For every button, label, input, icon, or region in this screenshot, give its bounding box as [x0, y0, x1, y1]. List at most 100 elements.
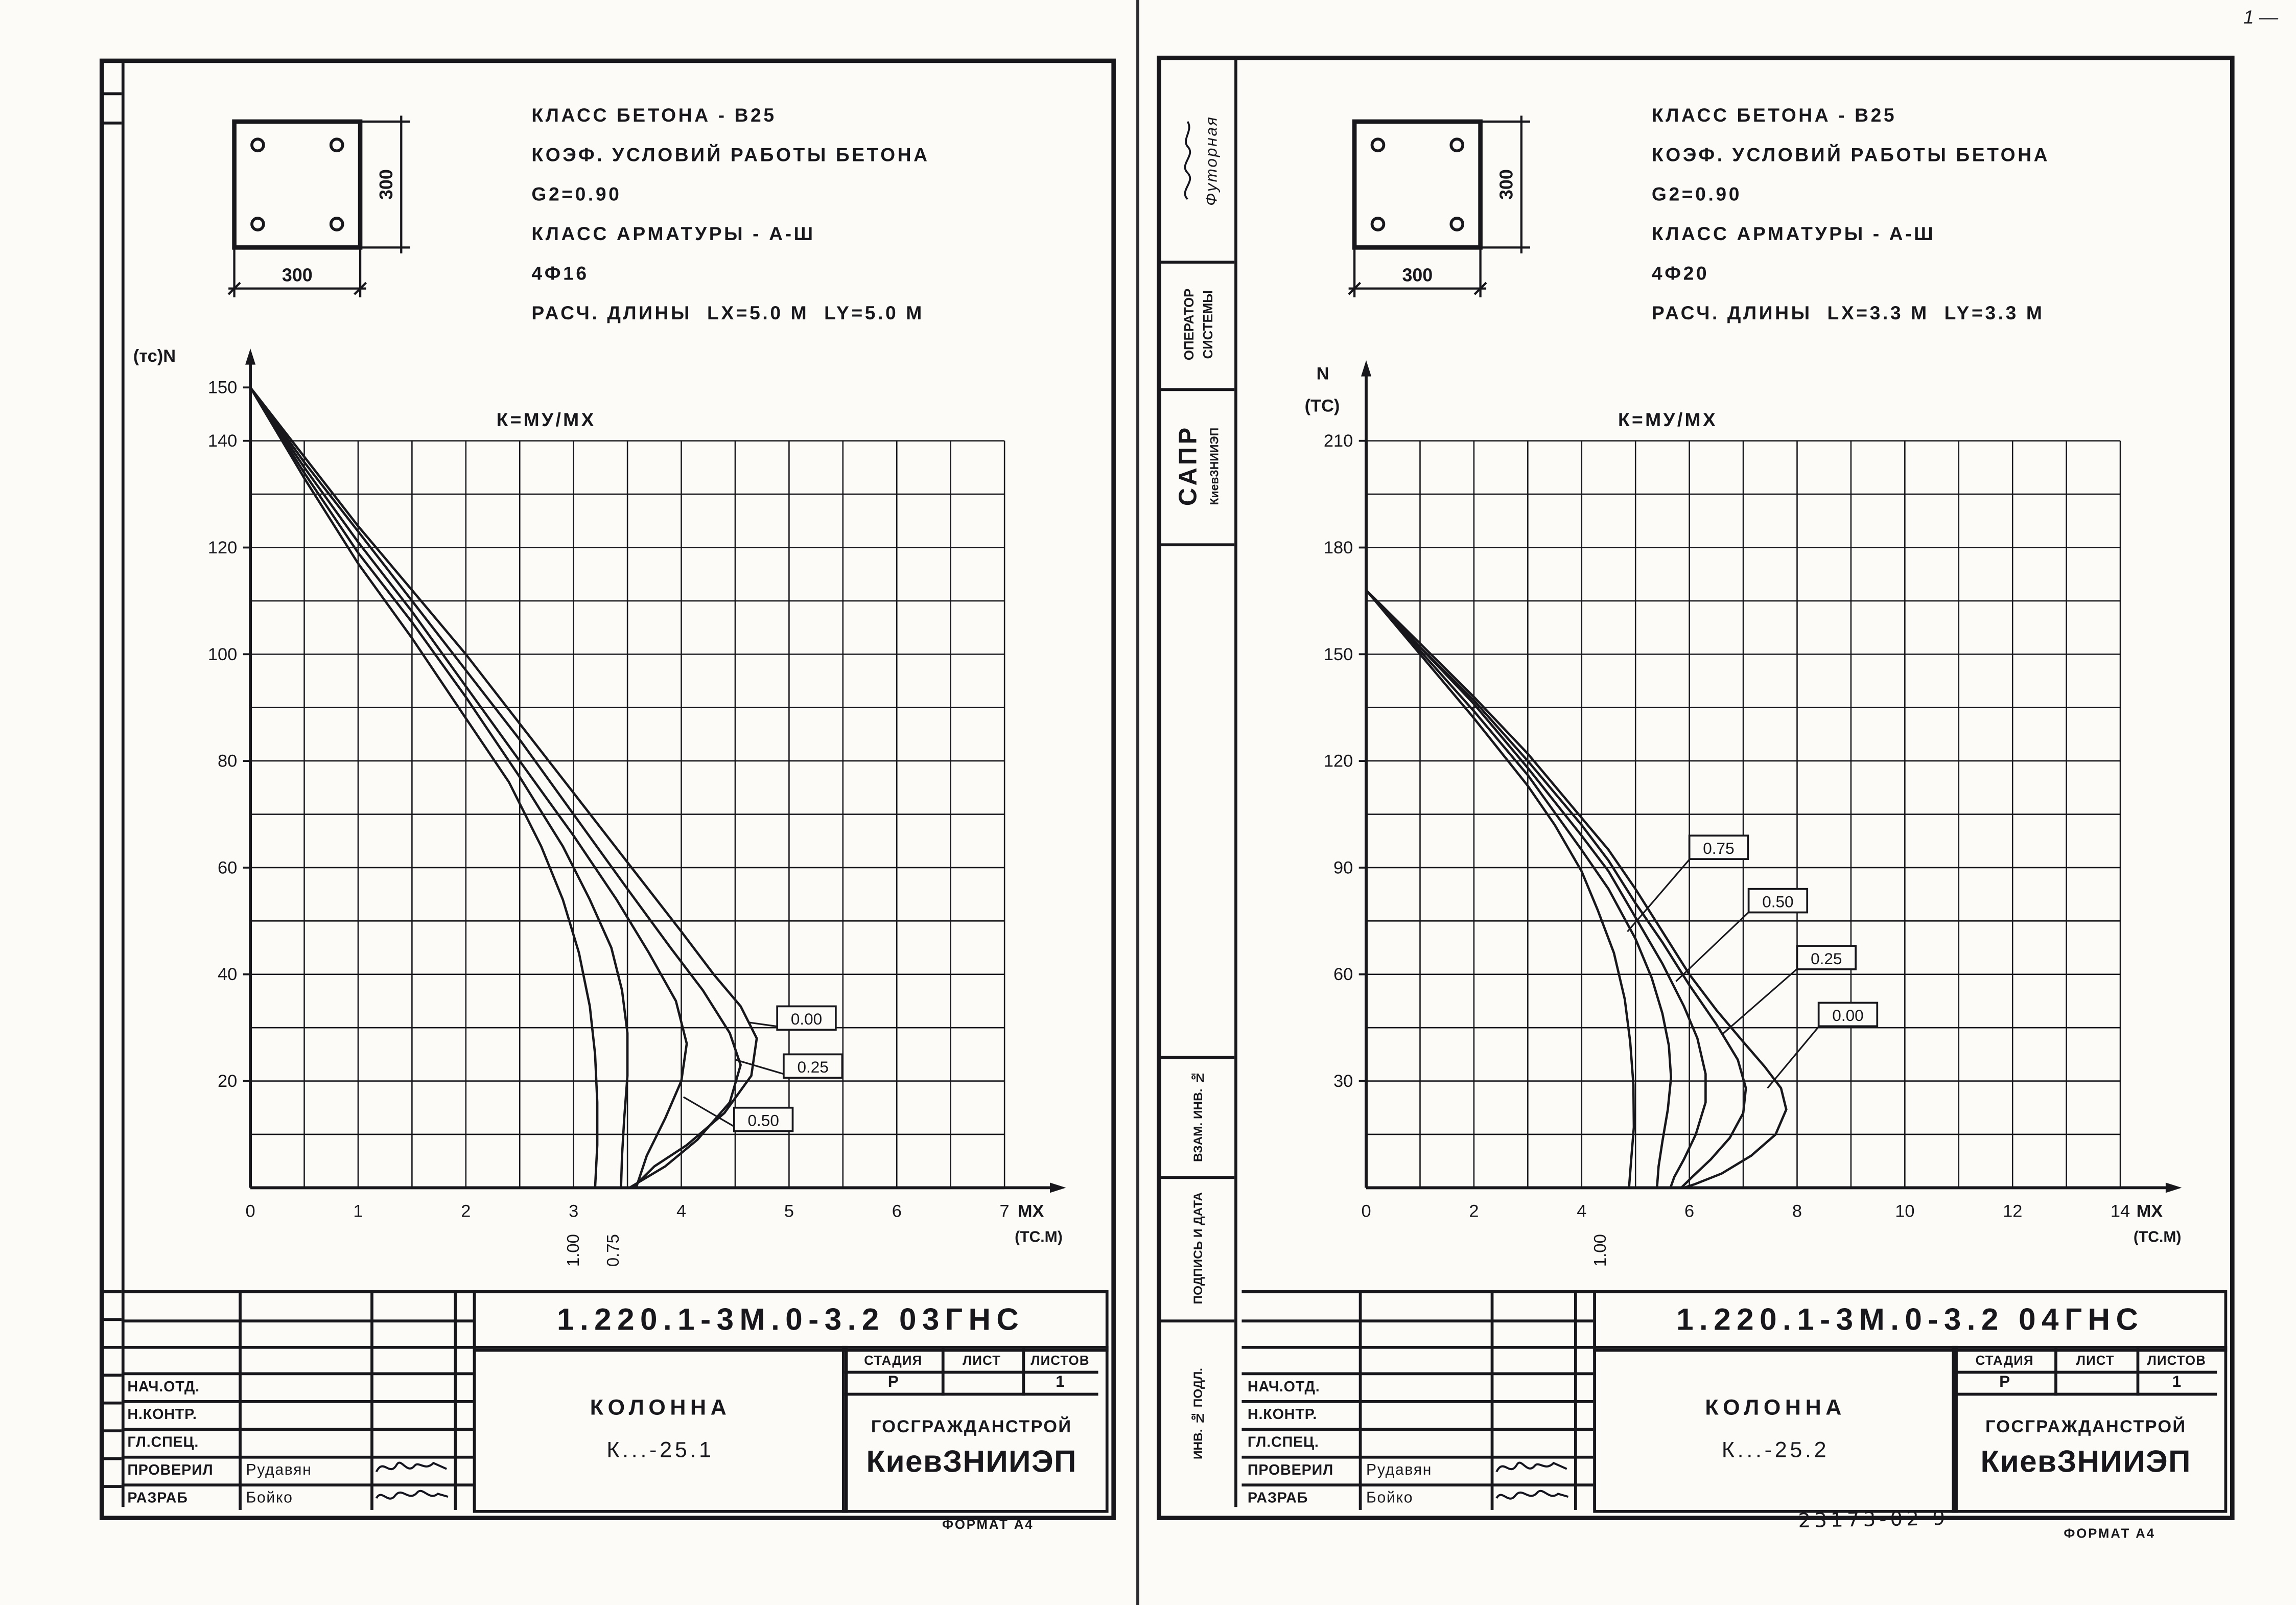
- stage-header-cell: СТАДИЯ: [845, 1348, 945, 1374]
- y-axis-arrow: [245, 348, 256, 365]
- org-cell: ГОСГРАЖДАНСТРОЙ КиевЗНИИЭП: [1955, 1393, 2217, 1503]
- rebar-dot: [1370, 217, 1386, 231]
- stamp-handwritten-cell: Футорная: [1161, 60, 1234, 261]
- stamp-podpis-cell: ПОДПИСЬ И ДАТА: [1161, 1176, 1234, 1319]
- y-tick-label: 60: [1333, 965, 1353, 984]
- sheet-divider-line: [1136, 0, 1139, 1605]
- x-tick-label: 5: [784, 1202, 794, 1221]
- stage-label: СТАДИЯ: [864, 1352, 923, 1367]
- margin-strip-line: [104, 92, 122, 95]
- sheet-header-cell: ЛИСТ: [941, 1348, 1025, 1374]
- curve-label-leader: [1767, 1022, 1822, 1089]
- x-axis-arrow: [1049, 1182, 1066, 1193]
- author-name: Бойко: [246, 1489, 293, 1507]
- interaction-chart-k25-1: 0 1 2 3 4 5 6 7 20 40 60 80 100 120 140 150 К=МУ/МХ (тс)N…: [133, 346, 1066, 1267]
- y-axis-label: (тс)N: [133, 346, 176, 366]
- spec-line-work-coef: КОЭФ. УСЛОВИЙ РАБОТЫ БЕТОНА: [1651, 143, 2050, 166]
- grid-line: [1241, 1455, 1594, 1458]
- curve-axis-label: 1.00: [1590, 1234, 1609, 1267]
- grid-line: [121, 1455, 473, 1458]
- grid-line: [1241, 1319, 1594, 1322]
- curve-k-0.25: [1365, 589, 1747, 1189]
- y-tick-label: 40: [218, 965, 237, 984]
- curve-axis-label: 0.75: [603, 1234, 622, 1267]
- x-tick-label: 1: [353, 1202, 363, 1221]
- sheet-label: ЛИСТ: [2076, 1352, 2115, 1367]
- margin-strip-line: [104, 1318, 122, 1321]
- sheets-header-cell: ЛИСТОВ: [1022, 1349, 1098, 1374]
- stamp-row-label: НАЧ.ОТД.: [127, 1379, 200, 1396]
- grid-line: [1241, 1400, 1594, 1403]
- y-tick-label: 90: [1333, 858, 1353, 877]
- curve-label-leader: [1721, 966, 1801, 1036]
- signature-grid: НАЧ.ОТД. Н.КОНТР. ГЛ.СПЕЦ. ПРОВЕРИЛ РАЗР…: [1241, 1290, 1597, 1510]
- sheets-value: 1: [1056, 1373, 1065, 1391]
- sheet-label: ЛИСТ: [963, 1352, 1001, 1367]
- stamp-row-label: ПРОВЕРИЛ: [127, 1463, 214, 1479]
- stamp-vzam-label: ВЗАМ. ИНВ. №: [1190, 1070, 1205, 1162]
- stamp-operator-line1: ОПЕРАТОР: [1181, 288, 1196, 361]
- margin-strip-line: [104, 1374, 122, 1376]
- grid-line: [121, 1345, 473, 1348]
- rebar-dot: [329, 217, 344, 231]
- dim-tick: [227, 282, 241, 295]
- curve-k-1.00: [1365, 589, 1635, 1188]
- spec-line-rebar-count: 4Ф16: [531, 262, 589, 285]
- rebar-dot: [1449, 137, 1465, 153]
- stamp-cell-line: [1161, 1056, 1235, 1059]
- margin-strip-line: [104, 121, 122, 124]
- stage-block: СТАДИЯ ЛИСТ ЛИСТОВ Р 1 ГОСГРАЖДАНСТРОЙ К…: [1952, 1345, 2228, 1513]
- curve-k-0.75: [249, 387, 629, 1188]
- rebar-dot: [1370, 137, 1386, 153]
- stamp-operator-cell: ОПЕРАТОР СИСТЕМЫ: [1161, 261, 1234, 388]
- spec-line-coef-value: G2=0.90: [531, 183, 622, 205]
- curve-label-box: [733, 1106, 794, 1132]
- format-note-right: ФОРМАТ А4: [2064, 1526, 2156, 1541]
- curve-label-leader: [1627, 855, 1693, 933]
- stamp-row-label: Н.КОНТР.: [1247, 1407, 1318, 1424]
- curve-label-leader: [1675, 909, 1752, 982]
- curve-label: 0.50: [1762, 893, 1793, 911]
- sheets-label: ЛИСТОВ: [1030, 1352, 1090, 1367]
- margin-strip-line: [104, 1429, 122, 1432]
- y-tick-label: 80: [218, 752, 237, 771]
- curve-label: 0.00: [791, 1010, 822, 1028]
- signature-checker: [1495, 1461, 1567, 1473]
- stage-label: СТАДИЯ: [1975, 1352, 2034, 1367]
- stage-value: Р: [1999, 1373, 2010, 1391]
- curve-k-0.75: [1365, 589, 1673, 1188]
- stamp-row-label: РАЗРАБ: [127, 1491, 188, 1507]
- curve-label: 0.00: [1832, 1006, 1863, 1025]
- stamp-cell-line: [1161, 543, 1235, 546]
- curve-label: 0.25: [798, 1058, 829, 1076]
- signature-grid: НАЧ.ОТД. Н.КОНТР. ГЛ.СПЕЦ. ПРОВЕРИЛ РАЗР…: [121, 1290, 476, 1510]
- sheet-left: 300 300 КЛАСС БЕТОНА - В25 КОЭФ. УСЛОВИЙ…: [99, 58, 1116, 1520]
- x-tick-label: 2: [461, 1202, 471, 1221]
- margin-strip-line: [104, 1485, 122, 1487]
- column-cross-section: 300 300: [1348, 115, 1531, 297]
- item-mark: К...-25.2: [1721, 1438, 1830, 1463]
- item-mark: К...-25.1: [606, 1438, 714, 1463]
- signature-checker: [375, 1461, 447, 1473]
- spec-line-coef-value: G2=0.90: [1651, 183, 1742, 205]
- sheets-value-cell: 1: [1022, 1371, 1098, 1396]
- stage-value-cell: Р: [1955, 1370, 2057, 1396]
- x-tick-label: 3: [569, 1202, 578, 1221]
- y-tick-label: 150: [1324, 645, 1353, 664]
- rebar-dot: [329, 137, 344, 153]
- curve-label-leader: [735, 1059, 787, 1076]
- stage-value: Р: [887, 1373, 899, 1391]
- stamp-row-label: РАЗРАБ: [1247, 1491, 1308, 1507]
- dim-tick: [1348, 282, 1362, 295]
- grid-line: [1241, 1428, 1594, 1430]
- y-axis-arrow: [1361, 360, 1372, 377]
- y-tick-label: 140: [208, 431, 237, 451]
- x-axis-label: МХ: [1018, 1202, 1044, 1221]
- stage-block: СТАДИЯ ЛИСТ ЛИСТОВ Р 1 ГОСГРАЖДАНСТРОЙ К…: [841, 1345, 1109, 1513]
- curve-label-leader: [683, 1096, 738, 1129]
- dim-tick: [354, 282, 367, 295]
- y-tick-label: 150: [208, 378, 237, 398]
- dim-width-label: 300: [282, 265, 313, 285]
- margin-strip-line: [104, 1457, 122, 1460]
- page-number-mark: 1 —: [2243, 6, 2279, 28]
